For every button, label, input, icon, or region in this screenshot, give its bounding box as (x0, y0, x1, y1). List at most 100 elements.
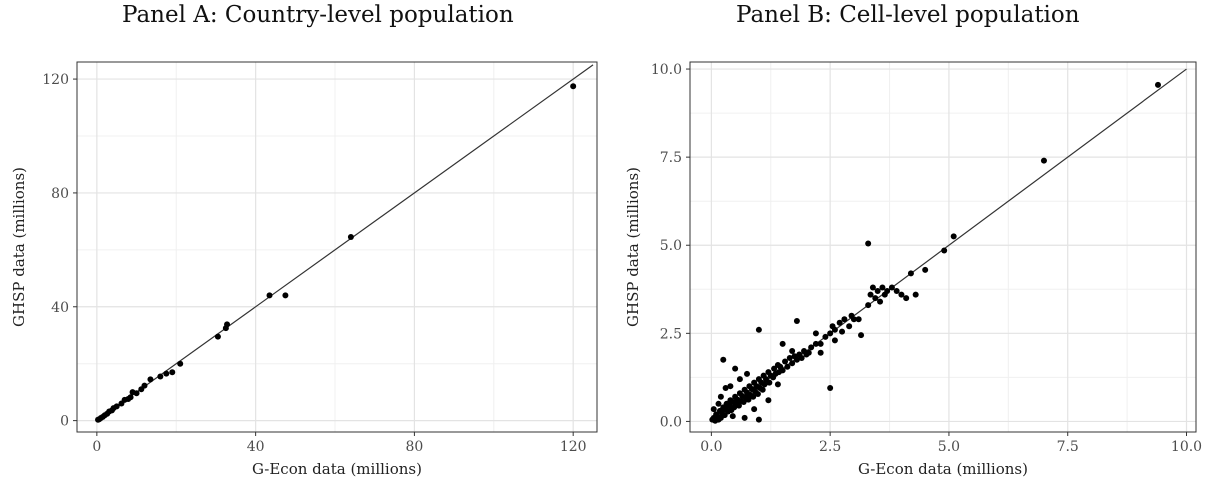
panel-a-y-tick-label: 40 (51, 300, 69, 316)
panel-b-data-point (741, 414, 748, 421)
panel-b-data-point (855, 316, 862, 323)
panel-b-data-point (879, 284, 886, 291)
panel-b-data-point (729, 413, 736, 420)
panel-a-data-point (169, 369, 176, 376)
panel-b-data-point (715, 400, 722, 407)
panel-a-x-tick-label: 120 (560, 439, 587, 455)
panel-b-data-point (732, 365, 739, 372)
panel-b-data-point (793, 318, 800, 324)
panel-b-data-point (877, 298, 884, 305)
panel-b-data-point (867, 291, 874, 298)
panel-a-y-axis-title: GHSP data (millions) (10, 167, 28, 327)
panel-b-data-point (950, 233, 957, 240)
panel-b-data-point (717, 393, 724, 400)
panel-b-data-point (789, 360, 796, 367)
panel-b-data-point (779, 367, 786, 374)
panel-b-data-point (831, 337, 838, 344)
panel-b-data-point (759, 386, 766, 393)
panel-b-data-point (893, 288, 900, 295)
panel-a-y-tick-label: 80 (51, 186, 69, 202)
panel-a-x-tick-label: 40 (247, 439, 265, 455)
panel-b-data-point (865, 302, 872, 309)
panel-b-data-point (858, 332, 865, 339)
panel-a-data-point (347, 234, 354, 241)
panel-b-data-point (754, 390, 761, 397)
panel-a-data-point (133, 390, 140, 397)
panel-b-data-point (812, 330, 819, 337)
panel-b-data-point (784, 363, 791, 370)
panel-a-data-point (224, 321, 231, 328)
panel-b-data-point (782, 358, 789, 365)
panel-b-y-axis-title: GHSP data (millions) (624, 167, 642, 327)
panel-b-data-point (710, 406, 717, 413)
panel-a-data-point (157, 373, 164, 380)
panel-b-data-point (744, 370, 751, 377)
panel-b-data-point (839, 328, 846, 335)
panel-a-data-point (127, 394, 134, 401)
panel-a-border (76, 61, 598, 433)
panel-b-data-point (765, 397, 772, 404)
panel-b-data-point (817, 349, 824, 356)
panel-b-data-point (786, 355, 793, 361)
panel-b-x-tick-label: 2.5 (819, 439, 841, 455)
panel-a-data-point (113, 403, 120, 410)
panel-b-data-point (740, 399, 747, 406)
panel-b-data-point (766, 379, 773, 386)
panel-b-y-tick-label: 5.0 (660, 238, 682, 254)
panel-a-data-point (177, 360, 184, 367)
panel-b-data-point (812, 340, 819, 347)
panel-b-x-axis-title: G-Econ data (millions) (858, 460, 1028, 478)
panel-b-data-point (755, 416, 762, 423)
panel-b-x-tick-label: 0.0 (700, 439, 722, 455)
panel-b-data-point (817, 340, 824, 347)
panel-b-data-point (755, 326, 762, 333)
panel-b-data-point (727, 383, 734, 390)
panel-b-data-point (898, 291, 905, 298)
panel-b-border (689, 61, 1197, 433)
panel-b-data-point (822, 333, 829, 340)
panel-b-data-point (736, 376, 743, 383)
panel-b-data-point (1154, 81, 1161, 88)
panel-b-data-point (912, 291, 919, 298)
panel-b-data-point (827, 330, 834, 337)
panel-a-x-tick-label: 0 (92, 439, 101, 455)
panel-b-x-tick-label: 5.0 (938, 439, 960, 455)
panel-a-data-point (282, 292, 289, 299)
panel-a-y-tick-label: 0 (60, 414, 69, 430)
panel-b-x-tick-label: 10.0 (1171, 439, 1202, 455)
panel-b-data-point (884, 288, 891, 295)
panel-b-data-point (869, 284, 876, 291)
panel-b-data-point (846, 323, 853, 330)
panel-b-data-point (808, 344, 815, 351)
panel-b-data-point (805, 349, 812, 356)
panel-b-y-tick-label: 2.5 (660, 326, 682, 342)
panel-b-data-point (774, 381, 781, 388)
panel-a-data-point (163, 370, 170, 377)
panel-a-title: Panel A: Country-level population (122, 2, 514, 28)
panel-b-title: Panel B: Cell-level population (736, 2, 1080, 28)
panel-b-data-point (850, 316, 857, 323)
panel-b-data-point (907, 270, 914, 277)
panel-a-x-axis-title: G-Econ data (millions) (252, 460, 422, 478)
panel-b-y-tick-label: 0.0 (660, 414, 682, 430)
panel-b-data-point (771, 365, 778, 372)
panel-a-data-point (570, 83, 577, 90)
panel-b-data-point (722, 384, 729, 391)
panel-b-data-point (745, 396, 752, 403)
panel-b-data-point (1040, 157, 1047, 164)
panel-b-data-point (841, 316, 848, 323)
panel-b-y-tick-label: 7.5 (660, 150, 682, 166)
panel-b-data-point (903, 295, 910, 302)
panel-b-data-point (761, 381, 768, 388)
panel-a-data-point (147, 376, 154, 383)
panel-b-data-point (789, 347, 796, 354)
panel-b-data-point (798, 355, 805, 361)
panel-b-data-point (827, 384, 834, 391)
panel-a-data-point (141, 382, 148, 389)
panel-b-data-point (779, 340, 786, 347)
panel-b-data-point (872, 295, 879, 302)
panel-b-data-point (735, 402, 742, 409)
panel-a-data-point (266, 292, 273, 299)
panel-b-data-point (888, 284, 895, 291)
